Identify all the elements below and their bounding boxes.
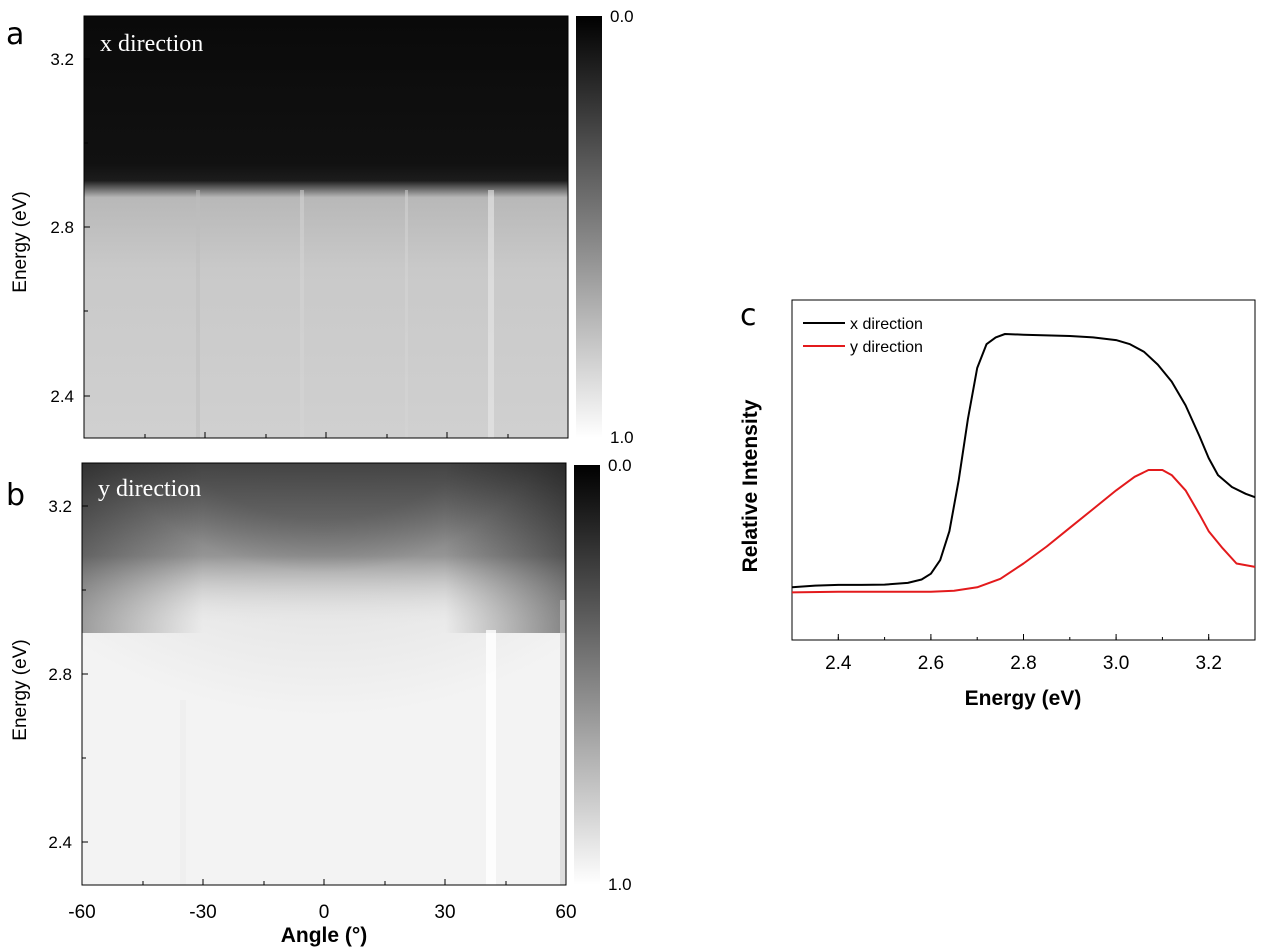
inplot-label-b: y direction (98, 476, 201, 502)
ylabel-b: Energy (eV) (10, 639, 31, 740)
colorbar-a-bottom: 1.0 (610, 428, 634, 447)
xtick-b--30: -30 (189, 902, 216, 923)
heatmap-a-streaks (196, 190, 494, 438)
colorbar-b-top: 0.0 (608, 456, 632, 475)
ylabel-a: Energy (eV) (10, 191, 31, 292)
xtick-label-c: 3.0 (1103, 653, 1129, 674)
plot-area-c (791, 299, 1256, 641)
colorbar-b-bottom: 1.0 (608, 875, 632, 894)
legend-label-x-direction: x direction (850, 316, 923, 333)
heatmap-b-streaks (180, 600, 566, 885)
ytick-b-2.4: 2.4 (48, 833, 72, 852)
xtick-label-c: 3.2 (1195, 653, 1221, 674)
series-line-x-direction (791, 333, 1256, 589)
legend-label-y-direction: y direction (850, 339, 923, 356)
ytick-a-2.4: 2.4 (50, 387, 74, 406)
xtick-b--60: -60 (68, 902, 95, 923)
legend-c: x direction y direction (803, 316, 923, 356)
xtick-label-c: 2.4 (825, 653, 852, 674)
panel-letter-c: c (740, 298, 757, 333)
xlabel-b: Angle (°) (281, 924, 368, 947)
panel-b: b y direction 3.2 2.8 2.4 (6, 456, 632, 947)
xtick-b-30: 30 (434, 902, 455, 923)
ytick-b-3.2: 3.2 (48, 497, 72, 516)
ylabel-c: Relative Intensity (739, 399, 762, 572)
panel-c: c 2.4 2.6 2.8 3.0 3.2 x direction y directio… (739, 298, 1256, 710)
colorbar-a (576, 16, 602, 438)
ytick-a-3.2: 3.2 (50, 50, 74, 69)
xtick-b-60: 60 (555, 902, 576, 923)
colorbar-a-top: 0.0 (610, 7, 634, 26)
yticks-a: 3.2 2.8 2.4 (50, 50, 90, 406)
xticks-b: -60 -30 0 30 60 (68, 879, 577, 923)
panel-letter-a: a (6, 17, 24, 52)
colorbar-b (574, 465, 600, 885)
xlabel-c: Energy (eV) (965, 687, 1082, 710)
xtick-label-c: 2.6 (918, 653, 944, 674)
inplot-label-a: x direction (100, 31, 203, 57)
xticks-c: 2.4 2.6 2.8 3.0 3.2 (791, 634, 1256, 674)
ytick-b-2.8: 2.8 (48, 665, 72, 684)
series-c (791, 333, 1256, 594)
heatmap-a (84, 16, 568, 438)
xticks-a (83, 432, 569, 438)
xtick-label-c: 2.8 (1010, 653, 1036, 674)
panel-letter-b: b (6, 478, 25, 513)
panel-a: a x direction 3.2 2.8 2.4 (6, 7, 634, 447)
ytick-a-2.8: 2.8 (50, 218, 74, 237)
yticks-b: 3.2 2.8 2.4 (48, 497, 88, 852)
xtick-b-0: 0 (319, 902, 330, 923)
series-line-y-direction (791, 469, 1256, 594)
